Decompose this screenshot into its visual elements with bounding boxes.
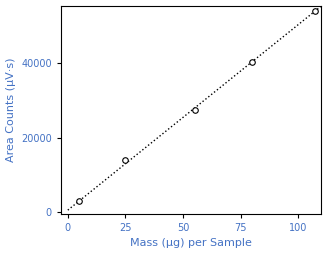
Y-axis label: Area Counts (µV·s): Area Counts (µV·s) [6, 57, 16, 162]
Point [312, 9, 317, 13]
Point [123, 158, 128, 162]
X-axis label: Mass (µg) per Sample: Mass (µg) per Sample [130, 239, 252, 248]
Point [77, 199, 82, 203]
Point [250, 60, 255, 64]
Point [192, 108, 197, 112]
